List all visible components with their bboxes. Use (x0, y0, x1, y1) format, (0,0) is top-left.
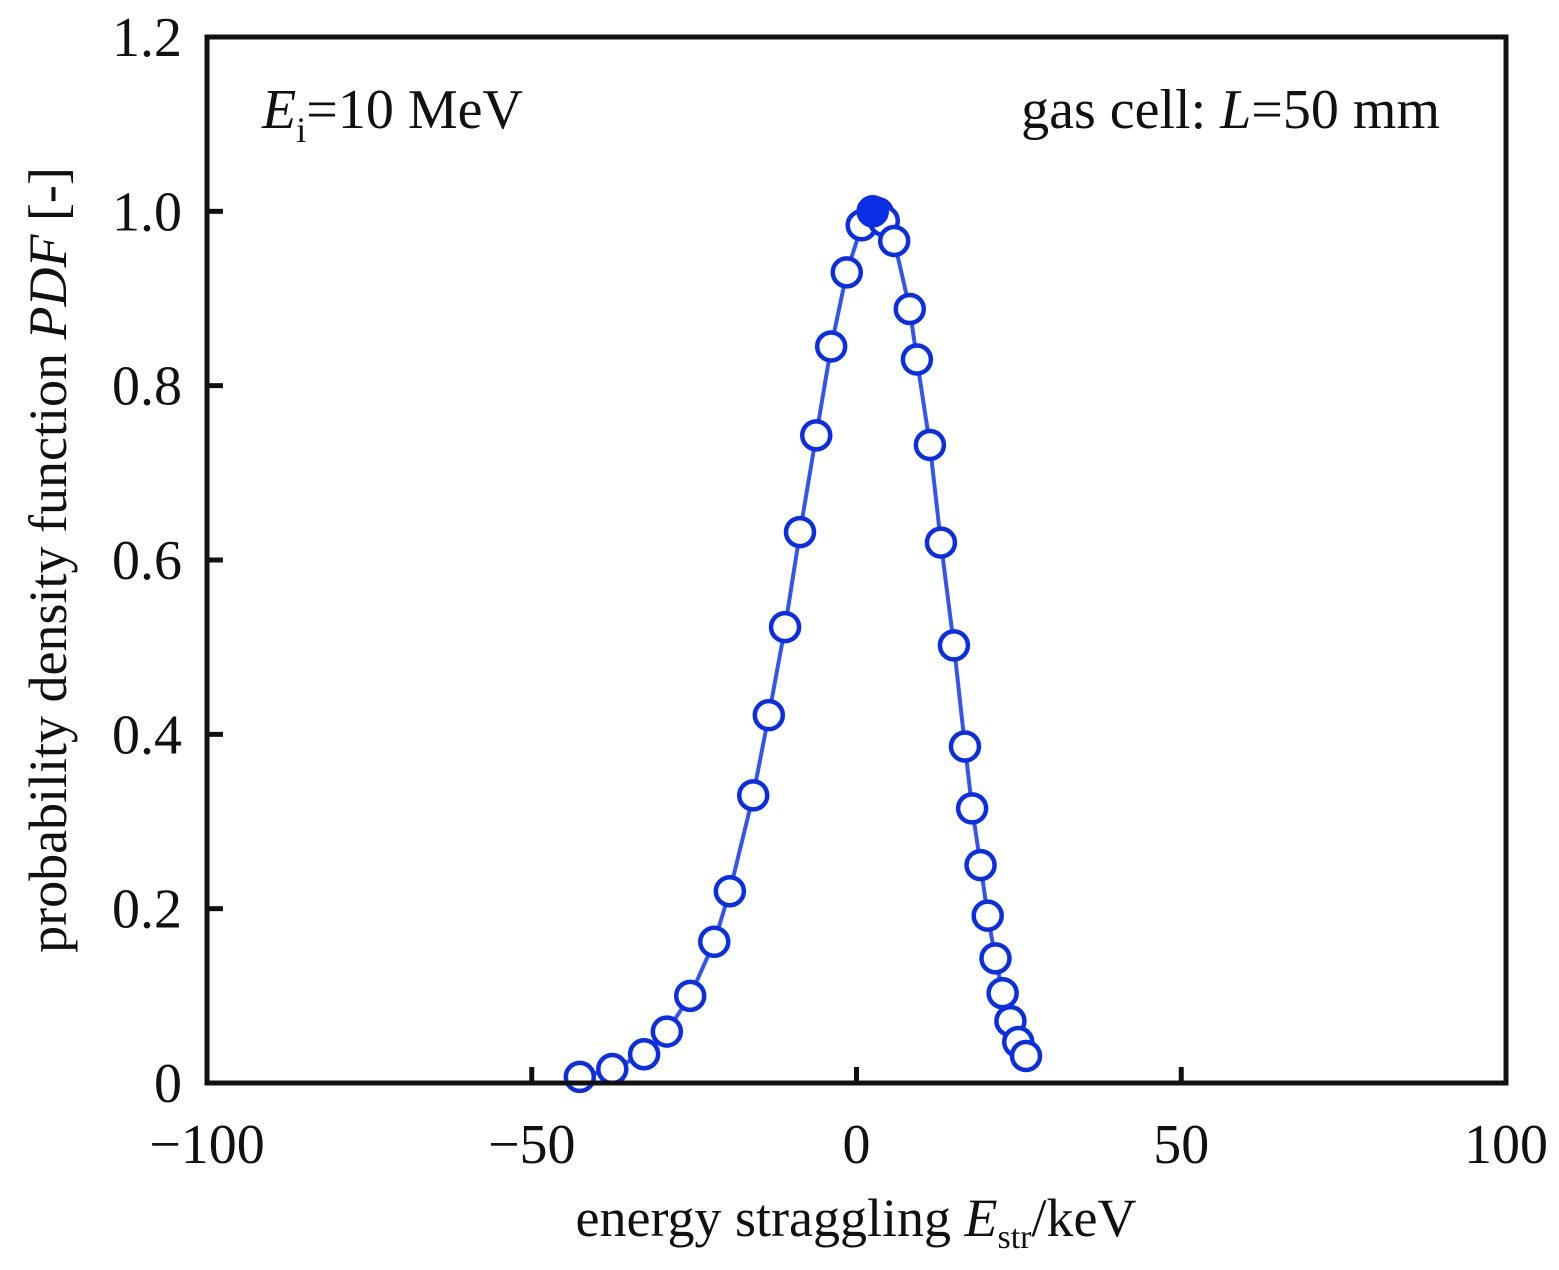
data-point (971, 899, 1004, 932)
x-axis-title: energy straggling Estr/keV (576, 1188, 1137, 1256)
data-point (713, 874, 747, 908)
tick-labels: −100 −50 0 50 100 0 0.2 0.4 0.6 0.8 1.0 1.2 (112, 7, 1548, 1176)
data-point (900, 343, 934, 376)
data-point (955, 792, 989, 825)
x-tick-label: 100 (1464, 1114, 1548, 1176)
y-tick-label: 0.2 (112, 879, 182, 941)
data-point (627, 1037, 661, 1071)
data-point (596, 1052, 629, 1086)
data-point (979, 942, 1012, 975)
data-point (736, 779, 770, 812)
x-tick-label: 0 (843, 1114, 871, 1176)
data-point (799, 419, 833, 452)
data-point (563, 1060, 597, 1094)
data-point (1009, 1039, 1043, 1073)
data-point (752, 698, 786, 732)
x-tick-label: −100 (149, 1114, 265, 1176)
y-tick-label: 0 (154, 1053, 182, 1115)
data-point (937, 629, 971, 662)
data-point (913, 428, 947, 462)
plot-frame (204, 34, 1509, 1086)
y-axis-title: probability density function PDF [-] (18, 167, 78, 953)
data-point (924, 526, 958, 559)
data-point (964, 848, 997, 882)
ticks (207, 208, 1184, 1083)
data-point (814, 330, 848, 363)
annotation-initial-energy: Ei=10 MeV (261, 79, 523, 150)
series-pdf (563, 195, 1043, 1094)
y-tick-label: 0.6 (112, 530, 182, 592)
y-tick-label: 0.4 (112, 704, 182, 766)
data-point (783, 515, 817, 549)
data-point-peak (856, 195, 889, 228)
data-point (650, 1015, 684, 1048)
y-tick-label: 1.2 (112, 7, 182, 69)
data-point (768, 610, 802, 644)
data-point (830, 256, 864, 289)
data-point (673, 979, 707, 1013)
data-point (948, 730, 982, 763)
x-tick-label: −50 (488, 1114, 576, 1176)
data-point (986, 976, 1019, 1010)
data-point (877, 224, 911, 258)
x-tick-label: 50 (1153, 1114, 1209, 1176)
annotation-gas-cell: gas cell: L=50 mm (1021, 79, 1440, 141)
data-point (893, 292, 927, 326)
data-point (698, 925, 731, 959)
y-tick-label: 0.8 (112, 356, 182, 418)
y-tick-label: 1.0 (112, 181, 182, 243)
